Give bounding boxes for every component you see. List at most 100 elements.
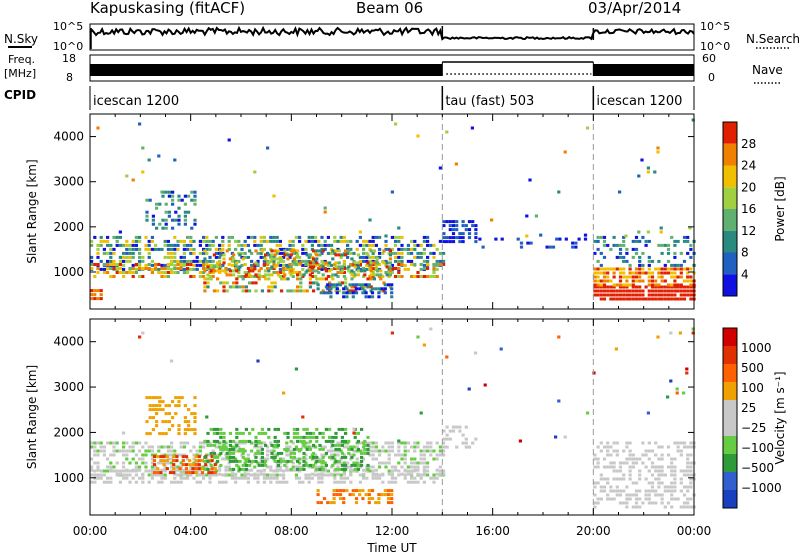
heatmap-cell bbox=[689, 485, 693, 489]
heatmap-cell bbox=[682, 235, 687, 239]
heatmap-cell bbox=[383, 291, 387, 295]
heatmap-cell bbox=[286, 431, 290, 435]
heatmap-cell bbox=[227, 457, 231, 461]
heatmap-cell bbox=[689, 279, 693, 283]
heatmap-cell bbox=[179, 468, 183, 472]
heatmap-cell bbox=[179, 445, 183, 449]
heatmap-cell bbox=[593, 251, 597, 255]
heatmap-cell bbox=[302, 439, 306, 443]
heatmap-cell bbox=[638, 279, 642, 283]
heatmap-cell bbox=[326, 501, 330, 505]
heatmap-cell bbox=[612, 461, 616, 465]
heatmap-cell bbox=[144, 247, 148, 251]
heatmap-cell bbox=[586, 126, 590, 130]
heatmap-cell bbox=[219, 281, 223, 285]
heatmap-cell bbox=[331, 463, 335, 467]
heatmap-cell bbox=[298, 457, 302, 461]
heatmap-cell bbox=[426, 255, 430, 259]
heatmap-cell bbox=[183, 416, 187, 420]
heatmap-cell bbox=[663, 485, 667, 489]
heatmap-cell bbox=[381, 251, 385, 255]
heatmap-cell bbox=[593, 279, 597, 283]
heatmap-cell bbox=[283, 277, 287, 281]
heatmap-cell bbox=[363, 289, 367, 293]
heatmap-cell bbox=[349, 465, 353, 469]
heatmap-cell bbox=[413, 449, 417, 453]
heatmap-cell bbox=[134, 441, 138, 445]
heatmap-cell bbox=[189, 243, 193, 247]
heatmap-cell bbox=[660, 293, 664, 297]
heatmap-cell bbox=[618, 297, 623, 301]
heatmap-cell bbox=[301, 251, 305, 255]
heatmap-cell bbox=[686, 497, 690, 501]
heatmap-cell bbox=[155, 408, 159, 412]
heatmap-cell bbox=[122, 263, 126, 267]
heatmap-cell bbox=[302, 451, 306, 455]
heatmap-cell bbox=[243, 476, 247, 480]
heatmap-cell bbox=[125, 174, 129, 178]
heatmap-cell bbox=[647, 293, 651, 297]
heatmap-cell bbox=[314, 263, 318, 267]
heatmap-cell bbox=[246, 267, 250, 270]
heatmap-cell bbox=[371, 469, 375, 473]
heatmap-cell bbox=[388, 265, 392, 269]
heatmap-cell bbox=[157, 469, 161, 473]
heatmap-cell bbox=[237, 259, 241, 263]
heatmap-cell bbox=[525, 234, 529, 238]
heatmap-cell bbox=[147, 449, 151, 453]
date-title: 03/Apr/2014 bbox=[588, 0, 681, 17]
heatmap-cell bbox=[301, 275, 305, 278]
heatmap-cell bbox=[670, 461, 674, 465]
heatmap-cell bbox=[650, 461, 655, 465]
heatmap-cell bbox=[355, 465, 359, 469]
heatmap-cell bbox=[141, 445, 145, 449]
heatmap-cell bbox=[270, 273, 274, 277]
heatmap-cell bbox=[432, 263, 436, 266]
heatmap-cell bbox=[227, 263, 231, 266]
heatmap-cell bbox=[625, 251, 629, 255]
heatmap-cell bbox=[387, 453, 391, 457]
heatmap-cell bbox=[270, 451, 274, 455]
heatmap-cell bbox=[346, 445, 350, 449]
heatmap-cell bbox=[122, 441, 126, 445]
x-tick-label: 08:00 bbox=[274, 524, 309, 538]
heatmap-cell bbox=[647, 255, 651, 259]
heatmap-cell bbox=[634, 461, 639, 465]
heatmap-cell bbox=[191, 471, 195, 475]
heatmap-cell bbox=[260, 447, 264, 451]
heatmap-cell bbox=[320, 457, 324, 461]
heatmap-cell bbox=[647, 489, 651, 493]
heatmap-cell bbox=[305, 447, 309, 451]
heatmap-cell bbox=[442, 232, 446, 236]
heatmap-cell bbox=[250, 251, 254, 255]
heatmap-cell bbox=[596, 293, 600, 297]
heatmap-cell bbox=[673, 243, 677, 247]
heatmap-cell bbox=[461, 232, 465, 236]
heatmap-cell bbox=[243, 243, 247, 247]
heatmap-cell bbox=[188, 471, 192, 475]
heatmap-cell bbox=[593, 453, 597, 457]
heatmap-cell bbox=[254, 249, 258, 253]
heatmap-cell bbox=[366, 447, 370, 451]
heatmap-cell bbox=[691, 327, 695, 331]
heatmap-cell bbox=[221, 449, 225, 453]
heatmap-cell bbox=[631, 481, 635, 485]
heatmap-cell bbox=[159, 455, 163, 459]
heatmap-cell bbox=[334, 459, 338, 463]
nsky-line bbox=[89, 25, 695, 41]
heatmap-cell bbox=[115, 271, 119, 274]
heatmap-cell bbox=[358, 473, 362, 477]
heatmap-cell bbox=[426, 469, 430, 473]
heatmap-cell bbox=[355, 441, 359, 445]
heatmap-cell bbox=[222, 447, 226, 451]
heatmap-cell bbox=[334, 443, 338, 447]
heatmap-cell bbox=[321, 435, 325, 439]
heatmap-cell bbox=[647, 279, 651, 283]
heatmap-cell bbox=[673, 485, 677, 489]
heatmap-cell bbox=[250, 449, 254, 453]
heatmap-cell bbox=[663, 289, 667, 293]
heatmap-cell bbox=[232, 451, 236, 455]
heatmap-cell bbox=[222, 431, 226, 435]
heatmap-cell bbox=[253, 275, 257, 278]
heatmap-cell bbox=[280, 277, 284, 281]
